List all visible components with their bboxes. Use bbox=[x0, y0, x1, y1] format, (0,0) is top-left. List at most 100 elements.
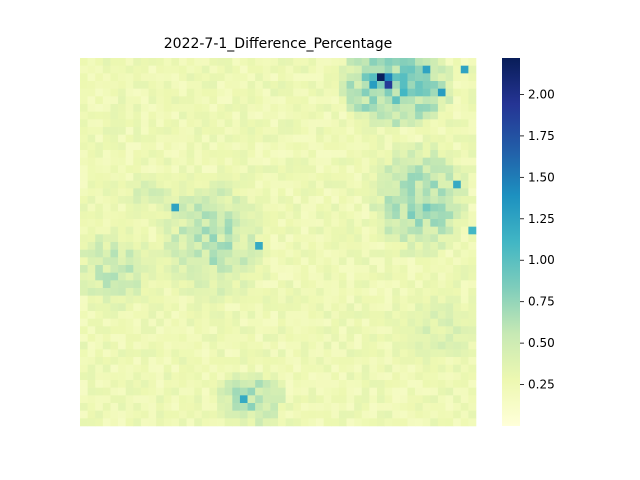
heatmap-cell bbox=[407, 403, 416, 411]
heatmap-cell bbox=[293, 380, 302, 388]
heatmap-cell bbox=[156, 127, 165, 135]
heatmap-cell bbox=[422, 311, 431, 319]
heatmap-cell bbox=[437, 334, 446, 342]
heatmap-cell bbox=[148, 288, 157, 296]
heatmap-cell bbox=[415, 211, 423, 220]
heatmap-cell bbox=[102, 334, 111, 342]
heatmap-cell bbox=[171, 234, 180, 243]
heatmap-cell bbox=[338, 311, 347, 319]
heatmap-cell bbox=[209, 311, 218, 319]
heatmap-cell bbox=[209, 219, 218, 227]
heatmap-cell bbox=[262, 173, 271, 181]
heatmap-cell bbox=[262, 403, 271, 411]
heatmap-cell bbox=[399, 104, 408, 112]
heatmap-cell bbox=[217, 326, 225, 335]
heatmap-cell bbox=[186, 211, 195, 220]
heatmap-cell bbox=[331, 326, 340, 335]
heatmap-cell bbox=[346, 418, 355, 427]
heatmap-cell bbox=[110, 410, 119, 419]
heatmap-cell bbox=[399, 203, 408, 212]
heatmap-cell bbox=[278, 249, 286, 258]
heatmap-cell bbox=[437, 280, 446, 289]
heatmap-cell bbox=[278, 387, 286, 396]
heatmap-cell bbox=[186, 119, 195, 128]
heatmap-cell bbox=[201, 173, 210, 181]
heatmap-cell bbox=[87, 127, 96, 135]
heatmap-cell bbox=[460, 65, 469, 74]
heatmap-cell bbox=[209, 173, 218, 181]
heatmap-cell bbox=[437, 272, 446, 281]
heatmap-cell bbox=[255, 364, 264, 373]
heatmap-cell bbox=[80, 211, 88, 220]
heatmap-cell bbox=[133, 96, 142, 105]
heatmap-cell bbox=[118, 150, 126, 158]
heatmap-cell bbox=[278, 395, 286, 404]
heatmap-cell bbox=[453, 157, 462, 166]
heatmap-cell bbox=[316, 134, 324, 143]
heatmap-cell bbox=[171, 242, 180, 250]
heatmap-cell bbox=[194, 311, 203, 319]
heatmap-cell bbox=[201, 111, 210, 120]
heatmap-cell bbox=[437, 395, 446, 404]
heatmap-cell bbox=[346, 188, 355, 197]
heatmap-cell bbox=[125, 410, 134, 419]
heatmap-cell bbox=[133, 165, 142, 174]
heatmap-cell bbox=[186, 196, 195, 204]
heatmap-cell bbox=[392, 265, 401, 273]
heatmap-cell bbox=[384, 157, 393, 166]
heatmap-cell bbox=[468, 311, 477, 319]
heatmap-cell bbox=[430, 203, 439, 212]
heatmap-cell bbox=[361, 265, 370, 273]
heatmap-cell bbox=[209, 242, 218, 250]
heatmap-cell bbox=[384, 357, 393, 365]
heatmap-cell bbox=[392, 73, 401, 82]
heatmap-cell bbox=[148, 211, 157, 220]
heatmap-cell bbox=[316, 364, 324, 373]
heatmap-cell bbox=[338, 142, 347, 151]
heatmap-cell bbox=[300, 134, 309, 143]
heatmap-cell bbox=[468, 403, 477, 411]
heatmap-cell bbox=[148, 203, 157, 212]
heatmap-cell bbox=[361, 418, 370, 427]
heatmap-cell bbox=[217, 127, 225, 135]
heatmap-cell bbox=[384, 142, 393, 151]
heatmap-cell bbox=[407, 249, 416, 258]
heatmap-cell bbox=[361, 88, 370, 97]
heatmap-cell bbox=[110, 211, 119, 220]
heatmap-cell bbox=[384, 119, 393, 128]
heatmap-cell bbox=[293, 234, 302, 243]
heatmap-cell bbox=[323, 157, 332, 166]
heatmap-cell bbox=[179, 357, 187, 365]
heatmap-cell bbox=[308, 318, 317, 327]
heatmap-cell bbox=[285, 280, 294, 289]
heatmap-cell bbox=[194, 326, 203, 335]
heatmap-cell bbox=[415, 234, 423, 243]
heatmap-cell bbox=[384, 58, 393, 66]
heatmap-cell bbox=[323, 65, 332, 74]
heatmap-cell bbox=[262, 104, 271, 112]
heatmap-cell bbox=[102, 272, 111, 281]
heatmap-cell bbox=[384, 403, 393, 411]
heatmap-cell bbox=[186, 387, 195, 396]
heatmap-cell bbox=[95, 203, 104, 212]
heatmap-cell bbox=[308, 234, 317, 243]
heatmap-cell bbox=[156, 272, 165, 281]
heatmap-cell bbox=[293, 188, 302, 197]
heatmap-cell bbox=[316, 211, 324, 220]
heatmap-cell bbox=[95, 104, 104, 112]
heatmap-cell bbox=[460, 234, 469, 243]
heatmap-cell bbox=[437, 288, 446, 296]
heatmap-cell bbox=[110, 81, 119, 89]
heatmap-cell bbox=[224, 380, 233, 388]
heatmap-cell bbox=[133, 341, 142, 350]
heatmap-cell bbox=[179, 96, 187, 105]
heatmap-cell bbox=[468, 111, 477, 120]
heatmap-cell bbox=[354, 403, 363, 411]
heatmap-cell bbox=[346, 242, 355, 250]
heatmap-cell bbox=[224, 226, 233, 235]
heatmap-cell bbox=[87, 219, 96, 227]
heatmap-cell bbox=[437, 96, 446, 105]
heatmap-cell bbox=[209, 303, 218, 312]
heatmap-cell bbox=[293, 73, 302, 82]
heatmap-cell bbox=[118, 134, 126, 143]
